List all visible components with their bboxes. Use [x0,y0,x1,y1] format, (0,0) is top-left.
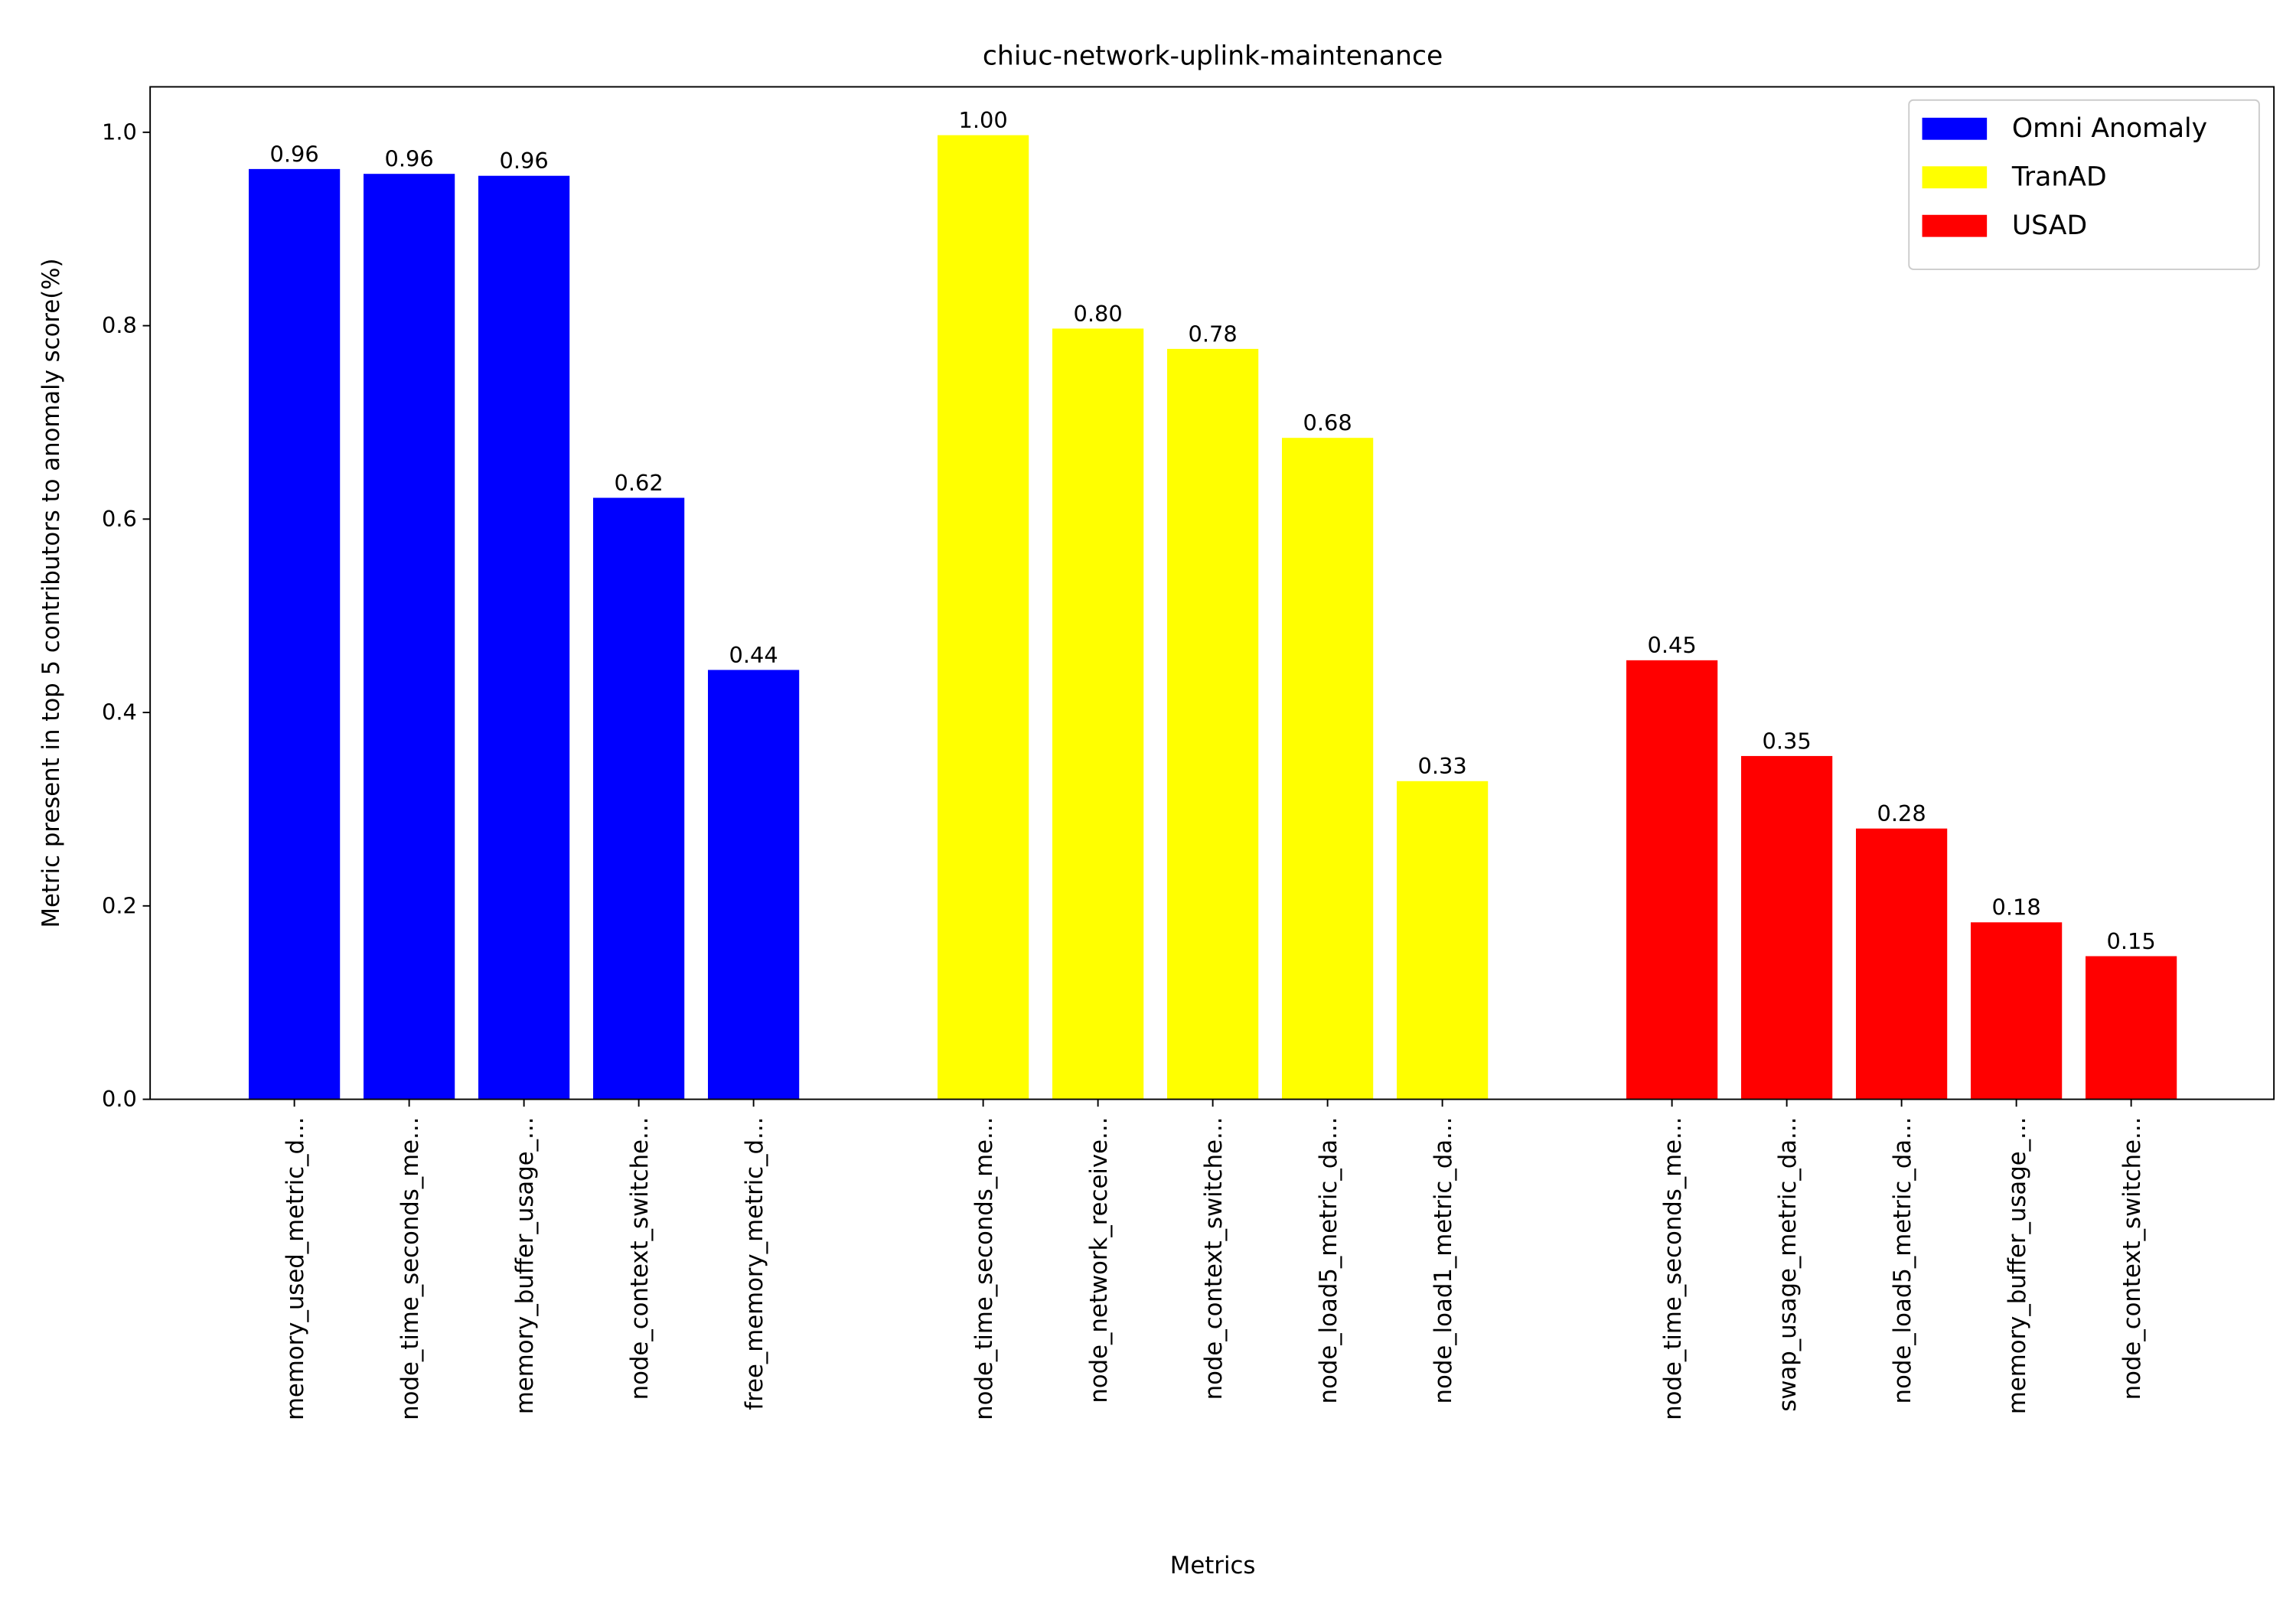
value-label: 0.15 [2107,928,2156,954]
value-label: 0.33 [1418,753,1467,779]
value-label: 0.45 [1648,632,1697,658]
y-tick-label: 0.6 [102,506,137,532]
bar [593,497,685,1100]
x-tick-label: node_load1_metric_da... [1430,1117,1457,1404]
x-tick-label: memory_used_metric_d... [282,1117,309,1420]
x-tick-label: memory_buffer_usage_... [2004,1117,2031,1414]
legend-swatch [1922,166,1988,189]
x-tick-label: node_load5_metric_da... [1889,1117,1916,1404]
value-label: 0.78 [1189,321,1238,347]
y-tick-label: 0.4 [102,699,137,725]
bar [1856,828,1948,1100]
value-label: 0.68 [1303,410,1352,436]
x-axis-label: Metrics [1170,1552,1256,1579]
x-tick-label: node_time_seconds_me... [396,1117,424,1420]
value-label: 1.00 [959,107,1008,133]
x-tick-label: node_time_seconds_me... [970,1117,998,1420]
bar [1971,922,2063,1100]
bar [1052,328,1144,1100]
x-tick-label: swap_usage_metric_da... [1774,1117,1802,1412]
value-label: 0.44 [729,642,778,668]
value-label: 0.96 [385,146,434,172]
value-label: 0.96 [500,148,549,174]
legend-swatch [1922,117,1988,140]
bar [249,168,341,1100]
legend-label: Omni Anomaly [2012,113,2207,144]
x-tick-label: node_context_switche... [626,1117,654,1400]
y-tick-label: 0.8 [102,312,137,338]
bar [1282,438,1374,1100]
bar [478,175,570,1100]
y-tick-label: 1.0 [102,119,137,145]
bar [364,174,455,1100]
x-tick-label: memory_buffer_usage_... [511,1117,539,1414]
value-label: 0.18 [1992,895,2041,921]
x-tick-label: node_time_seconds_me... [1659,1117,1687,1420]
x-tick-label: node_context_switche... [2118,1117,2146,1400]
y-tick-label: 0.0 [102,1086,137,1112]
chart-title: chiuc-network-uplink-maintenance [983,41,1443,72]
legend-label: TranAD [2011,161,2107,192]
legend-swatch [1922,214,1988,237]
bar [1397,781,1489,1100]
legend-label: USAD [2012,210,2087,241]
value-label: 0.96 [270,141,319,167]
x-tick-label: node_network_receive... [1085,1117,1113,1403]
legend-box [1908,99,2260,270]
plot-frame [149,86,2275,1100]
value-label: 0.28 [1877,800,1926,826]
value-label: 0.35 [1763,728,1812,754]
x-tick-label: node_load5_metric_da... [1315,1117,1342,1404]
bar [1741,755,1833,1100]
bar [938,135,1029,1100]
bar [708,670,800,1100]
value-label: 0.80 [1074,301,1123,327]
bar [2086,956,2177,1100]
bar [1626,660,1718,1100]
y-tick-label: 0.2 [102,892,137,918]
bar [1167,348,1259,1100]
y-axis-label: Metric present in top 5 contributors to … [38,258,65,927]
x-tick-label: node_context_switche... [1200,1117,1228,1400]
value-label: 0.62 [615,470,664,496]
x-tick-label: free_memory_metric_d... [741,1117,768,1410]
